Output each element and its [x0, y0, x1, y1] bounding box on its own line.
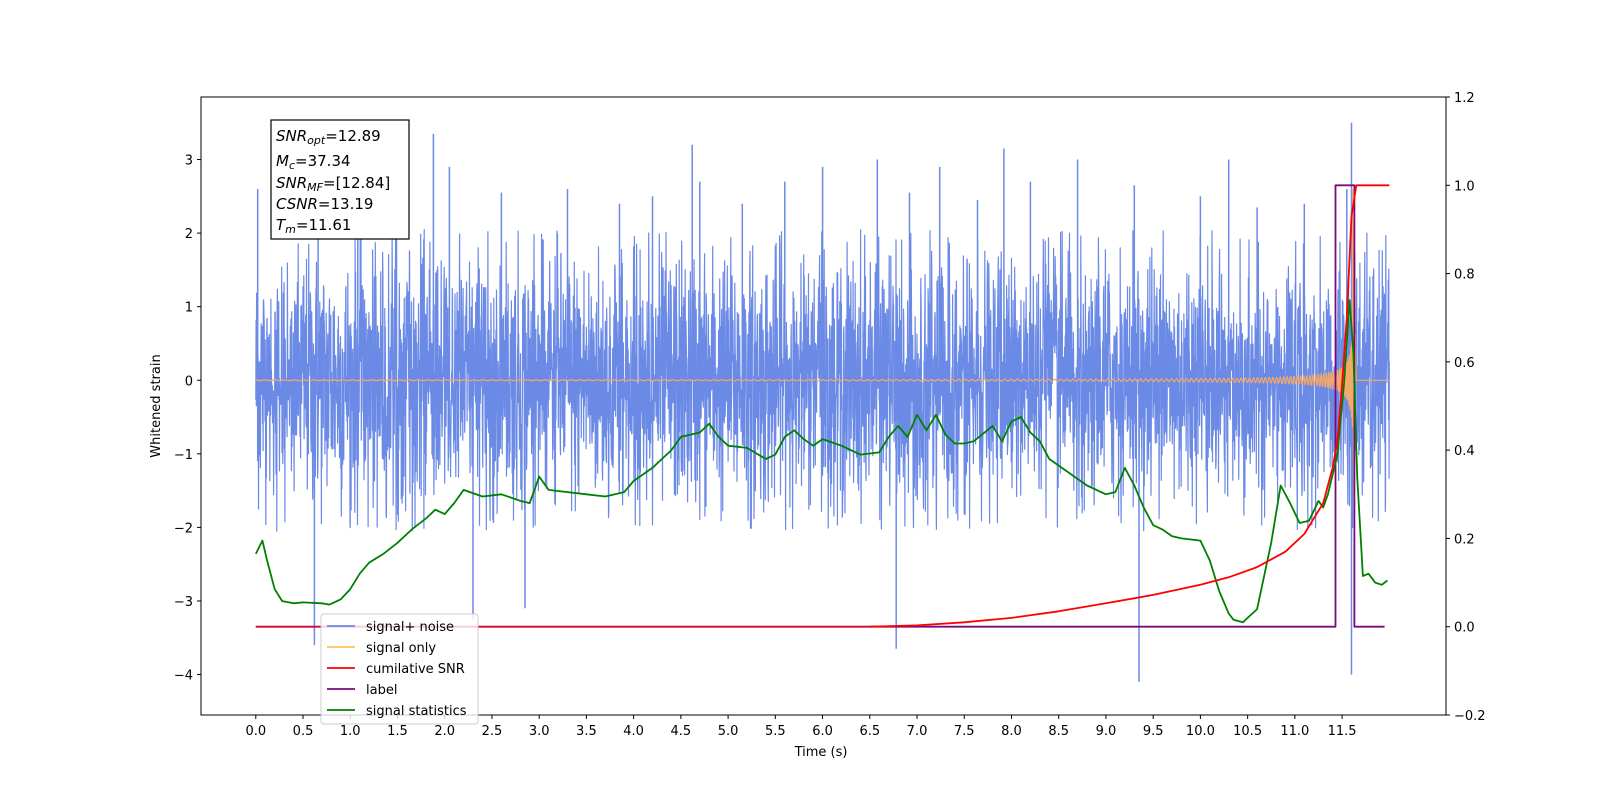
stats-box: SNRopt=12.89Mc=37.34SNRMF=[12.84]CSNR=13…: [270, 119, 410, 240]
stats-value: =13.19: [318, 195, 374, 213]
stats-value: =11.61: [296, 216, 352, 234]
y2-tick-label: 1.0: [1454, 179, 1475, 194]
signal-noise-layer: [255, 122, 1390, 682]
x-tick-label: 3.0: [529, 724, 550, 739]
y-axis-ticks: 3 2 1 0 −1 −2 −3 −4: [174, 154, 201, 684]
x-tick-label: 2.5: [482, 724, 503, 739]
x-tick-label: 2.0: [434, 724, 455, 739]
x-tick-label: 5.5: [765, 724, 786, 739]
x-tick-label: 6.0: [812, 724, 833, 739]
stats-symbol: M: [276, 152, 289, 170]
y2-tick-label: 0.0: [1454, 621, 1475, 636]
legend-label: signal only: [366, 641, 436, 656]
x-tick-label: 6.5: [859, 724, 880, 739]
x-tick-label: 0.0: [245, 724, 266, 739]
y2-axis-ticks: 1.2 1.0 0.8 0.6 0.4 0.2 0.0 −0.2: [1446, 91, 1486, 724]
stats-symbol: SNR: [276, 127, 307, 145]
stats-symbol: T: [276, 216, 287, 234]
y-tick-label: 1: [185, 301, 193, 316]
stats-value: =[12.84]: [323, 174, 390, 192]
stats-value: =37.34: [295, 152, 351, 170]
x-tick-label: 9.5: [1143, 724, 1164, 739]
x-tick-label: 4.0: [623, 724, 644, 739]
x-tick-label: 7.5: [954, 724, 975, 739]
signal-only-line: [255, 188, 1390, 498]
x-tick-label: 1.0: [340, 724, 361, 739]
stats-line: CSNR=13.19: [276, 195, 373, 213]
y2-tick-label: 1.2: [1454, 91, 1475, 106]
y-tick-label: −1: [174, 448, 193, 463]
legend-label: signal+ noise: [366, 620, 454, 635]
y-tick-label: 0: [185, 374, 193, 389]
legend-label: label: [366, 683, 397, 698]
legend-label: signal statistics: [366, 704, 467, 719]
x-tick-label: 3.5: [576, 724, 597, 739]
y-tick-label: 2: [185, 227, 193, 242]
legend-label: cumilative SNR: [366, 662, 465, 677]
cumulative-snr-line: [869, 184, 1390, 628]
x-tick-label: 10.0: [1186, 724, 1215, 739]
stats-subscript: opt: [307, 134, 326, 147]
x-tick-label: 7.0: [907, 724, 928, 739]
x-tick-label: 10.5: [1233, 724, 1262, 739]
y-tick-label: 3: [185, 154, 193, 169]
y-axis-label: Whitened strain: [149, 354, 164, 457]
stats-line: SNRopt=12.89: [276, 127, 381, 147]
y2-tick-label: 0.6: [1454, 356, 1475, 371]
x-tick-label: 1.5: [387, 724, 408, 739]
y-tick-label: −2: [174, 521, 193, 536]
x-tick-label: 8.5: [1048, 724, 1069, 739]
stats-symbol: CSNR: [276, 195, 318, 213]
x-tick-label: 5.0: [718, 724, 739, 739]
legend: signal+ noise signal only cumilative SNR la…: [320, 613, 479, 725]
y-tick-label: −3: [174, 595, 193, 610]
x-tick-label: 8.0: [1001, 724, 1022, 739]
x-tick-label: 0.5: [293, 724, 314, 739]
stats-line: Mc=37.34: [276, 152, 351, 172]
stats-subscript: c: [289, 159, 295, 172]
x-axis-ticks: 0.0 0.5 1.0 1.5 2.0 2.5 3.0 3.5 4.0 4.5 5.0 5.5 6.0 6…: [245, 715, 1357, 739]
legend-frame: [320, 613, 479, 725]
label-line: [255, 184, 1385, 628]
stats-value: =12.89: [325, 127, 381, 145]
signal-statistics-line: [254, 299, 1388, 624]
y-tick-label: −4: [174, 669, 193, 684]
x-axis-label: Time (s): [794, 745, 848, 760]
stats-subscript: MF: [307, 181, 323, 194]
x-tick-label: 11.5: [1328, 724, 1357, 739]
stats-line: Tm=11.61: [276, 216, 351, 236]
plot-frame: [200, 96, 1447, 716]
y2-tick-label: 0.8: [1454, 268, 1475, 283]
y2-tick-label: −0.2: [1454, 709, 1486, 724]
stats-symbol: SNR: [276, 174, 307, 192]
x-tick-label: 11.0: [1280, 724, 1309, 739]
stats-subscript: m: [285, 223, 296, 236]
y2-tick-label: 0.2: [1454, 532, 1475, 547]
stats-box-frame: [270, 119, 410, 240]
x-tick-label: 9.0: [1096, 724, 1117, 739]
stats-line: SNRMF=[12.84]: [276, 174, 390, 194]
x-tick-label: 4.5: [671, 724, 692, 739]
y2-tick-label: 0.4: [1454, 444, 1475, 459]
